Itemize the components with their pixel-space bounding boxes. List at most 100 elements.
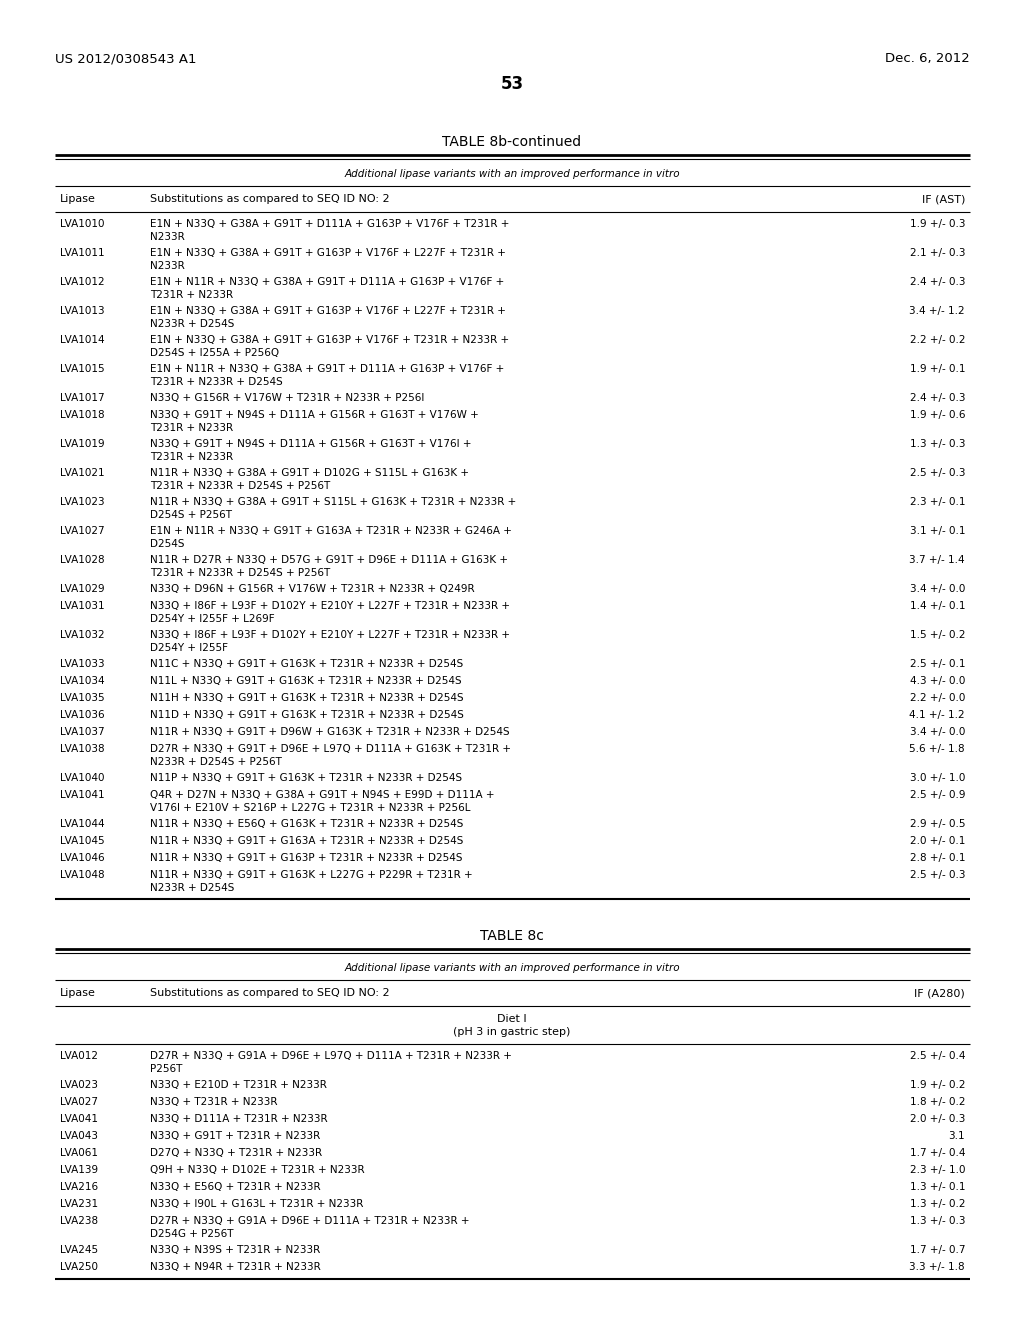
Text: N33Q + E56Q + T231R + N233R: N33Q + E56Q + T231R + N233R: [150, 1181, 321, 1192]
Text: D254S: D254S: [150, 539, 184, 549]
Text: Substitutions as compared to SEQ ID NO: 2: Substitutions as compared to SEQ ID NO: …: [150, 194, 389, 205]
Text: Additional lipase variants with an improved performance in vitro: Additional lipase variants with an impro…: [344, 964, 680, 973]
Text: LVA1048: LVA1048: [60, 870, 104, 880]
Text: D27Q + N33Q + T231R + N233R: D27Q + N33Q + T231R + N233R: [150, 1148, 323, 1158]
Text: 1.8 +/- 0.2: 1.8 +/- 0.2: [909, 1097, 965, 1107]
Text: LVA238: LVA238: [60, 1216, 98, 1226]
Text: N33Q + I90L + G163L + T231R + N233R: N33Q + I90L + G163L + T231R + N233R: [150, 1199, 364, 1209]
Text: N233R + D254S: N233R + D254S: [150, 319, 234, 329]
Text: 1.7 +/- 0.7: 1.7 +/- 0.7: [909, 1245, 965, 1255]
Text: IF (AST): IF (AST): [922, 194, 965, 205]
Text: 2.2 +/- 0.0: 2.2 +/- 0.0: [909, 693, 965, 704]
Text: LVA1015: LVA1015: [60, 364, 104, 374]
Text: N33Q + G91T + T231R + N233R: N33Q + G91T + T231R + N233R: [150, 1131, 321, 1140]
Text: P256T: P256T: [150, 1064, 182, 1074]
Text: 53: 53: [501, 75, 523, 92]
Text: N11H + N33Q + G91T + G163K + T231R + N233R + D254S: N11H + N33Q + G91T + G163K + T231R + N23…: [150, 693, 464, 704]
Text: LVA231: LVA231: [60, 1199, 98, 1209]
Text: LVA1034: LVA1034: [60, 676, 104, 686]
Text: N11R + N33Q + G91T + G163P + T231R + N233R + D254S: N11R + N33Q + G91T + G163P + T231R + N23…: [150, 853, 463, 863]
Text: LVA1014: LVA1014: [60, 335, 104, 345]
Text: LVA1031: LVA1031: [60, 601, 104, 611]
Text: 3.0 +/- 1.0: 3.0 +/- 1.0: [909, 774, 965, 783]
Text: D254Y + I255F + L269F: D254Y + I255F + L269F: [150, 614, 274, 624]
Text: D254Y + I255F: D254Y + I255F: [150, 643, 228, 653]
Text: N11R + N33Q + G38A + G91T + D102G + S115L + G163K +: N11R + N33Q + G38A + G91T + D102G + S115…: [150, 469, 469, 478]
Text: 5.6 +/- 1.8: 5.6 +/- 1.8: [909, 744, 965, 754]
Text: N33Q + T231R + N233R: N33Q + T231R + N233R: [150, 1097, 278, 1107]
Text: 2.5 +/- 0.3: 2.5 +/- 0.3: [909, 469, 965, 478]
Text: E1N + N11R + N33Q + G38A + G91T + D111A + G163P + V176F +: E1N + N11R + N33Q + G38A + G91T + D111A …: [150, 277, 504, 286]
Text: LVA1036: LVA1036: [60, 710, 104, 719]
Text: 3.4 +/- 0.0: 3.4 +/- 0.0: [909, 583, 965, 594]
Text: 1.7 +/- 0.4: 1.7 +/- 0.4: [909, 1148, 965, 1158]
Text: 2.0 +/- 0.1: 2.0 +/- 0.1: [909, 836, 965, 846]
Text: LVA012: LVA012: [60, 1051, 98, 1061]
Text: N33Q + N39S + T231R + N233R: N33Q + N39S + T231R + N233R: [150, 1245, 321, 1255]
Text: LVA1037: LVA1037: [60, 727, 104, 737]
Text: N11R + N33Q + G91T + D96W + G163K + T231R + N233R + D254S: N11R + N33Q + G91T + D96W + G163K + T231…: [150, 727, 510, 737]
Text: LVA043: LVA043: [60, 1131, 98, 1140]
Text: 2.5 +/- 0.3: 2.5 +/- 0.3: [909, 870, 965, 880]
Text: N11L + N33Q + G91T + G163K + T231R + N233R + D254S: N11L + N33Q + G91T + G163K + T231R + N23…: [150, 676, 462, 686]
Text: 3.1 +/- 0.1: 3.1 +/- 0.1: [909, 525, 965, 536]
Text: LVA250: LVA250: [60, 1262, 98, 1272]
Text: Q4R + D27N + N33Q + G38A + G91T + N94S + E99D + D111A +: Q4R + D27N + N33Q + G38A + G91T + N94S +…: [150, 789, 495, 800]
Text: E1N + N11R + N33Q + G38A + G91T + D111A + G163P + V176F +: E1N + N11R + N33Q + G38A + G91T + D111A …: [150, 364, 504, 374]
Text: Substitutions as compared to SEQ ID NO: 2: Substitutions as compared to SEQ ID NO: …: [150, 987, 389, 998]
Text: LVA1046: LVA1046: [60, 853, 104, 863]
Text: LVA1044: LVA1044: [60, 818, 104, 829]
Text: Diet I: Diet I: [498, 1014, 526, 1024]
Text: 2.2 +/- 0.2: 2.2 +/- 0.2: [909, 335, 965, 345]
Text: D27R + N33Q + G91T + D96E + L97Q + D111A + G163K + T231R +: D27R + N33Q + G91T + D96E + L97Q + D111A…: [150, 744, 511, 754]
Text: LVA041: LVA041: [60, 1114, 98, 1125]
Text: 1.9 +/- 0.6: 1.9 +/- 0.6: [909, 411, 965, 420]
Text: 1.9 +/- 0.2: 1.9 +/- 0.2: [909, 1080, 965, 1090]
Text: D27R + N33Q + G91A + D96E + D111A + T231R + N233R +: D27R + N33Q + G91A + D96E + D111A + T231…: [150, 1216, 469, 1226]
Text: LVA027: LVA027: [60, 1097, 98, 1107]
Text: LVA1040: LVA1040: [60, 774, 104, 783]
Text: LVA1019: LVA1019: [60, 440, 104, 449]
Text: N11P + N33Q + G91T + G163K + T231R + N233R + D254S: N11P + N33Q + G91T + G163K + T231R + N23…: [150, 774, 462, 783]
Text: N33Q + D96N + G156R + V176W + T231R + N233R + Q249R: N33Q + D96N + G156R + V176W + T231R + N2…: [150, 583, 475, 594]
Text: N33Q + E210D + T231R + N233R: N33Q + E210D + T231R + N233R: [150, 1080, 327, 1090]
Text: 2.9 +/- 0.5: 2.9 +/- 0.5: [909, 818, 965, 829]
Text: LVA1017: LVA1017: [60, 393, 104, 403]
Text: LVA023: LVA023: [60, 1080, 98, 1090]
Text: 2.4 +/- 0.3: 2.4 +/- 0.3: [909, 277, 965, 286]
Text: 3.3 +/- 1.8: 3.3 +/- 1.8: [909, 1262, 965, 1272]
Text: (pH 3 in gastric step): (pH 3 in gastric step): [454, 1027, 570, 1038]
Text: 3.4 +/- 0.0: 3.4 +/- 0.0: [909, 727, 965, 737]
Text: 1.3 +/- 0.3: 1.3 +/- 0.3: [909, 440, 965, 449]
Text: N11D + N33Q + G91T + G163K + T231R + N233R + D254S: N11D + N33Q + G91T + G163K + T231R + N23…: [150, 710, 464, 719]
Text: T231R + N233R + D254S: T231R + N233R + D254S: [150, 378, 283, 387]
Text: LVA1029: LVA1029: [60, 583, 104, 594]
Text: 3.7 +/- 1.4: 3.7 +/- 1.4: [909, 554, 965, 565]
Text: LVA1041: LVA1041: [60, 789, 104, 800]
Text: 4.3 +/- 0.0: 4.3 +/- 0.0: [909, 676, 965, 686]
Text: D27R + N33Q + G91A + D96E + L97Q + D111A + T231R + N233R +: D27R + N33Q + G91A + D96E + L97Q + D111A…: [150, 1051, 512, 1061]
Text: 1.3 +/- 0.3: 1.3 +/- 0.3: [909, 1216, 965, 1226]
Text: 1.3 +/- 0.1: 1.3 +/- 0.1: [909, 1181, 965, 1192]
Text: N33Q + G156R + V176W + T231R + N233R + P256I: N33Q + G156R + V176W + T231R + N233R + P…: [150, 393, 424, 403]
Text: LVA1011: LVA1011: [60, 248, 104, 257]
Text: 2.3 +/- 0.1: 2.3 +/- 0.1: [909, 498, 965, 507]
Text: 1.9 +/- 0.3: 1.9 +/- 0.3: [909, 219, 965, 228]
Text: N11R + N33Q + G91T + G163K + L227G + P229R + T231R +: N11R + N33Q + G91T + G163K + L227G + P22…: [150, 870, 473, 880]
Text: LVA139: LVA139: [60, 1166, 98, 1175]
Text: Lipase: Lipase: [60, 987, 96, 998]
Text: 1.4 +/- 0.1: 1.4 +/- 0.1: [909, 601, 965, 611]
Text: LVA1013: LVA1013: [60, 306, 104, 315]
Text: N33Q + D111A + T231R + N233R: N33Q + D111A + T231R + N233R: [150, 1114, 328, 1125]
Text: T231R + N233R: T231R + N233R: [150, 422, 233, 433]
Text: N11C + N33Q + G91T + G163K + T231R + N233R + D254S: N11C + N33Q + G91T + G163K + T231R + N23…: [150, 659, 463, 669]
Text: US 2012/0308543 A1: US 2012/0308543 A1: [55, 51, 197, 65]
Text: N33Q + G91T + N94S + D111A + G156R + G163T + V176I +: N33Q + G91T + N94S + D111A + G156R + G16…: [150, 440, 471, 449]
Text: N11R + D27R + N33Q + D57G + G91T + D96E + D111A + G163K +: N11R + D27R + N33Q + D57G + G91T + D96E …: [150, 554, 508, 565]
Text: E1N + N33Q + G38A + G91T + G163P + V176F + L227F + T231R +: E1N + N33Q + G38A + G91T + G163P + V176F…: [150, 306, 506, 315]
Text: 1.3 +/- 0.2: 1.3 +/- 0.2: [909, 1199, 965, 1209]
Text: Dec. 6, 2012: Dec. 6, 2012: [886, 51, 970, 65]
Text: V176I + E210V + S216P + L227G + T231R + N233R + P256L: V176I + E210V + S216P + L227G + T231R + …: [150, 803, 470, 813]
Text: N233R: N233R: [150, 261, 184, 271]
Text: N33Q + G91T + N94S + D111A + G156R + G163T + V176W +: N33Q + G91T + N94S + D111A + G156R + G16…: [150, 411, 479, 420]
